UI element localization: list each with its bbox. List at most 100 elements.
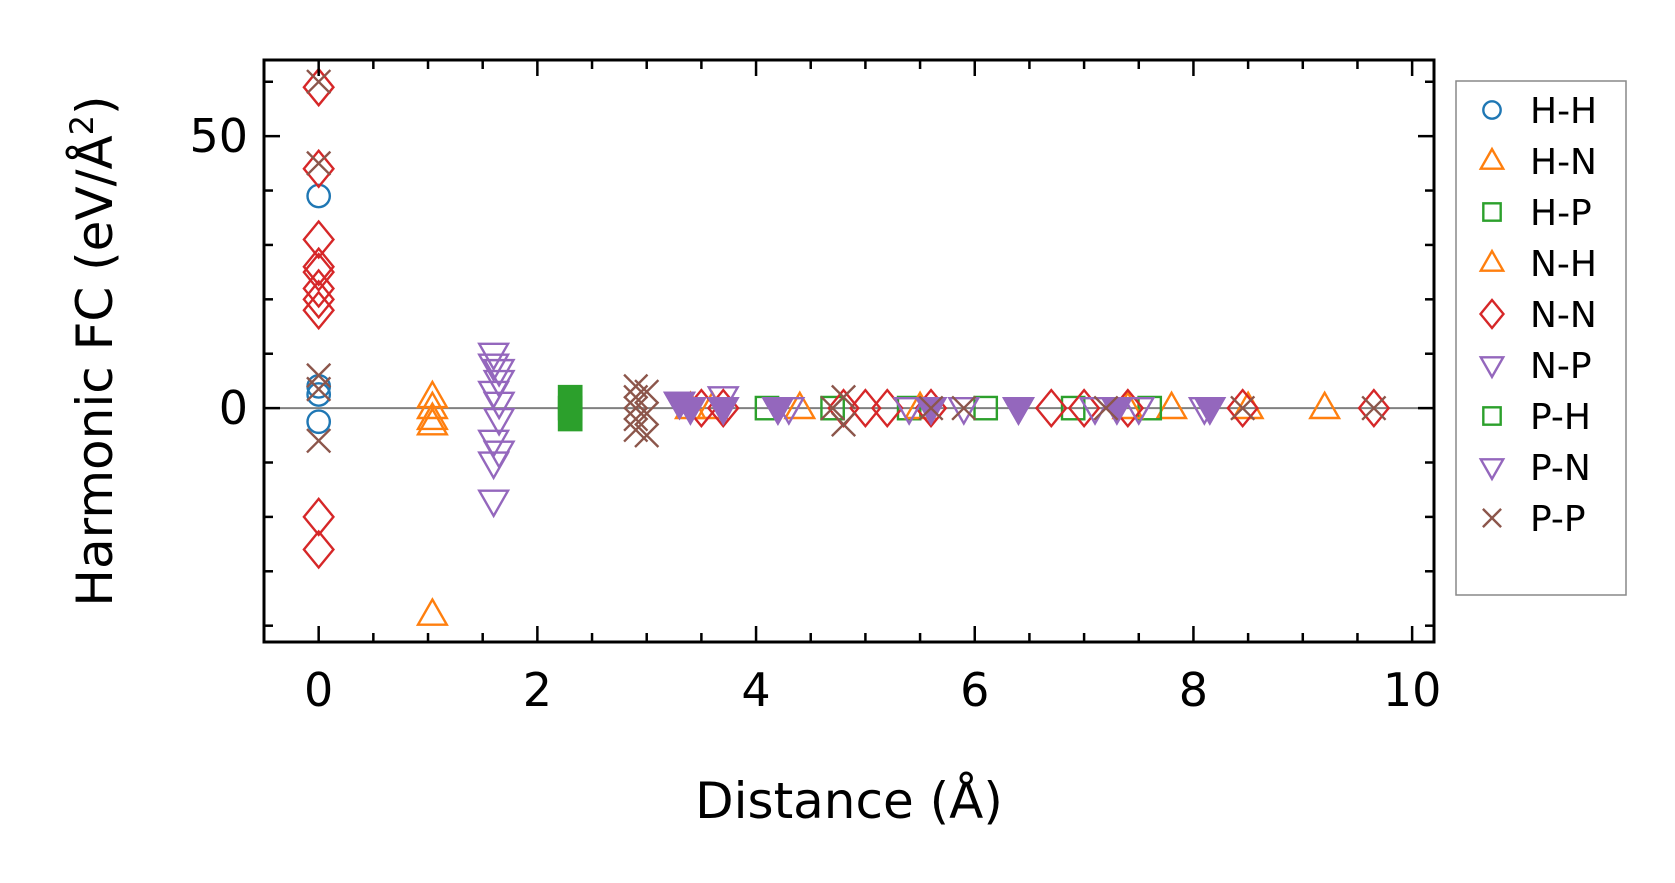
- x-tick-label: 6: [960, 663, 989, 717]
- data-point-h-h: [306, 382, 332, 407]
- legend-label: N-N: [1530, 295, 1597, 336]
- legend-item-h-h: H-H: [1482, 91, 1597, 132]
- x-tick-label: 2: [523, 663, 552, 717]
- data-point-p-p: [306, 362, 332, 389]
- data-point-p-p: [306, 69, 332, 95]
- data-point-p-n: [673, 397, 707, 426]
- legend: H-H H-N H-P N-H N-N N-P P-H P-N P-P: [1455, 80, 1627, 596]
- data-point-p-p: [634, 422, 660, 448]
- data-point-n-n: [302, 219, 335, 260]
- x-tick-label: 8: [1179, 663, 1208, 717]
- legend-label: H-N: [1530, 142, 1597, 183]
- data-point-n-p: [477, 353, 511, 383]
- x-tick-label: 0: [304, 663, 333, 717]
- data-point-n-p: [477, 342, 511, 372]
- data-point-h-p: [896, 395, 922, 421]
- y-tick-label: 0: [219, 381, 248, 435]
- data-point-p-p: [306, 150, 332, 176]
- data-point-p-n: [1002, 397, 1035, 426]
- data-point-n-p: [482, 358, 516, 388]
- data-point-p-p: [830, 384, 857, 410]
- data-point-h-n: [415, 597, 449, 626]
- data-point-p-p: [951, 395, 977, 421]
- data-point-p-h: [557, 406, 583, 432]
- data-point-p-p: [1230, 395, 1256, 421]
- legend-marker-n-h: [1478, 248, 1506, 272]
- legend-label: P-P: [1530, 499, 1586, 540]
- data-point-h-n: [1155, 390, 1189, 420]
- data-point-n-p: [482, 391, 516, 421]
- data-point-n-p: [1122, 397, 1156, 426]
- data-point-n-n: [302, 252, 335, 293]
- legend-marker-p-h: [1482, 406, 1502, 426]
- data-point-n-p: [482, 407, 516, 437]
- legend-item-p-n: P-N: [1478, 448, 1591, 489]
- data-point-p-p: [306, 376, 332, 402]
- legend-label: P-N: [1530, 448, 1591, 489]
- data-point-n-n: [302, 279, 335, 320]
- data-point-n-p: [477, 451, 511, 481]
- series-n-n: [302, 67, 1391, 570]
- data-point-h-n: [415, 406, 449, 436]
- legend-label: P-H: [1530, 397, 1591, 438]
- data-point-h-h: [306, 409, 332, 435]
- series-p-n: [663, 391, 1227, 426]
- data-point-h-p: [1137, 395, 1163, 421]
- data-point-p-p: [1093, 395, 1119, 421]
- legend-label: H-H: [1530, 91, 1597, 132]
- data-point-h-h: [306, 183, 332, 209]
- data-point-n-n: [1034, 388, 1068, 429]
- data-point-p-p: [918, 395, 944, 421]
- x-axis-label: Distance (Å): [695, 772, 1003, 830]
- data-point-h-p: [820, 395, 845, 421]
- legend-item-h-p: H-P: [1482, 193, 1592, 234]
- data-point-h-n: [415, 401, 449, 431]
- data-point-n-p: [892, 397, 926, 426]
- data-point-p-p: [1361, 395, 1387, 421]
- data-point-n-n: [1067, 388, 1101, 429]
- legend-marker-p-n: [1478, 458, 1506, 482]
- data-point-n-n: [302, 148, 335, 189]
- y-axis-label: Harmonic FC (eV/Å2): [63, 95, 124, 606]
- data-point-h-n: [783, 390, 817, 420]
- data-point-n-n: [302, 67, 335, 108]
- data-point-h-n: [1308, 390, 1342, 420]
- legend-marker-h-h: [1482, 100, 1502, 120]
- data-point-n-n: [849, 388, 882, 429]
- data-point-n-p: [947, 397, 981, 426]
- data-point-n-n: [302, 246, 335, 287]
- y-tick-label: 50: [189, 109, 248, 163]
- plot-frame: [262, 58, 1436, 644]
- data-point-n-n: [1357, 388, 1391, 429]
- legend-marker-p-p: [1482, 508, 1502, 528]
- data-point-n-n: [302, 497, 335, 537]
- y-axis-label-sup: 2: [63, 115, 101, 135]
- legend-label: H-P: [1530, 193, 1592, 234]
- legend-item-p-h: P-H: [1482, 397, 1591, 438]
- y-axis-label-main: Harmonic FC (eV/Å: [66, 135, 124, 606]
- data-point-h-p: [1060, 395, 1086, 421]
- data-point-p-p: [634, 401, 660, 427]
- series-h-p: [754, 395, 1163, 421]
- data-point-h-p: [973, 395, 999, 421]
- data-point-n-n: [302, 268, 335, 309]
- legend-item-n-h: N-H: [1478, 244, 1597, 285]
- data-point-n-p: [477, 489, 511, 519]
- legend-label: N-P: [1530, 346, 1592, 387]
- x-tick-label: 10: [1383, 663, 1442, 717]
- legend-item-n-p: N-P: [1478, 346, 1592, 387]
- data-point-p-n: [761, 397, 795, 426]
- data-point-p-n: [1193, 397, 1227, 426]
- data-point-p-p: [830, 411, 857, 437]
- legend-item-n-n: N-N: [1478, 295, 1597, 336]
- data-point-n-n: [302, 290, 335, 331]
- legend-marker-h-p: [1482, 202, 1502, 222]
- data-point-n-h: [415, 390, 449, 420]
- series-p-p: [306, 69, 1387, 454]
- legend-item-h-n: H-N: [1478, 142, 1597, 183]
- legend-marker-h-n: [1478, 146, 1506, 170]
- y-axis-label-close: ): [66, 95, 124, 115]
- data-point-p-n: [706, 397, 740, 426]
- legend-label: N-H: [1530, 244, 1597, 285]
